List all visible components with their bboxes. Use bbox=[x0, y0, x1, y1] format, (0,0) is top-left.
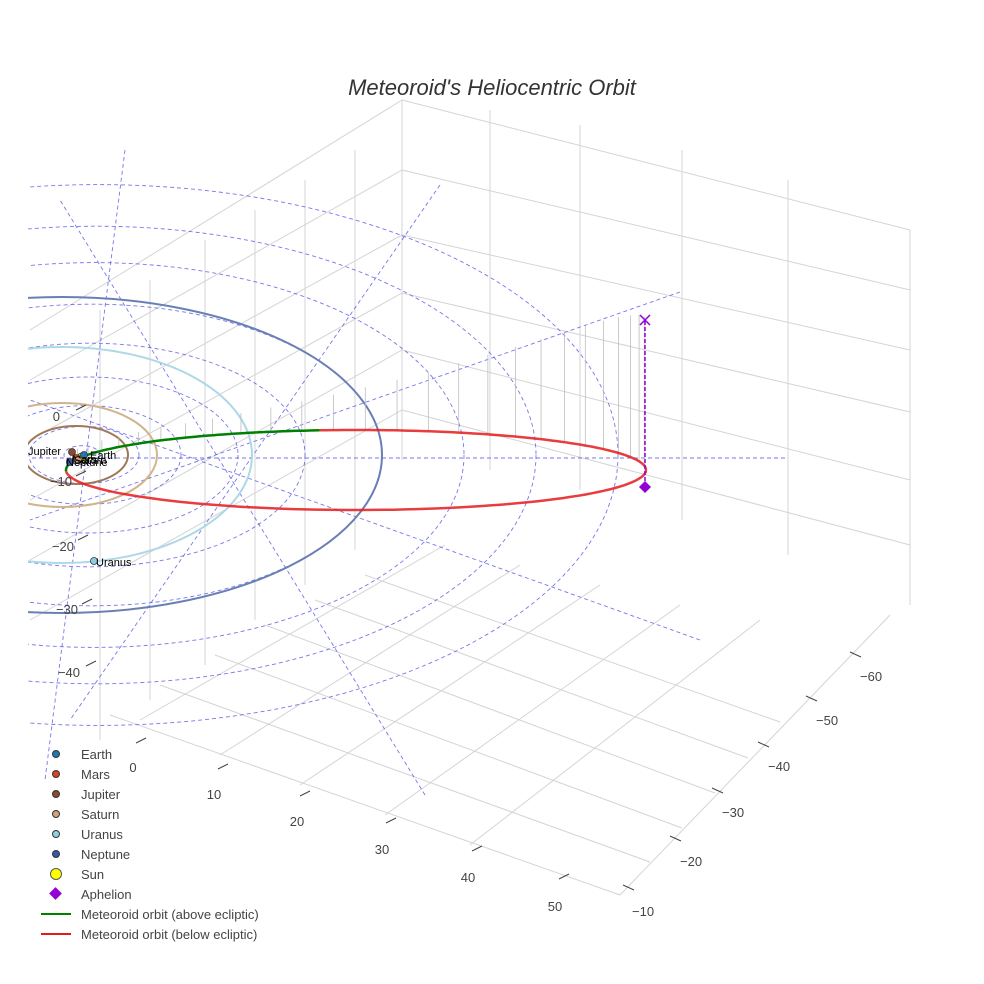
legend-label: Mars bbox=[81, 766, 110, 782]
meteoroid-orbit-below bbox=[319, 428, 648, 471]
legend-label: Neptune bbox=[81, 846, 131, 862]
guide-ring bbox=[28, 184, 619, 726]
legend-label: Aphelion bbox=[81, 886, 132, 902]
y-tick-label-mark bbox=[622, 884, 635, 891]
y-tick-label: −40 bbox=[768, 759, 790, 774]
z-tick-label: −30 bbox=[56, 602, 78, 617]
x-tick-label: 0 bbox=[129, 760, 136, 775]
y-tick-label: −50 bbox=[816, 713, 838, 728]
legend-swatch bbox=[40, 864, 72, 884]
aphelion-marker bbox=[639, 481, 651, 493]
y-tick-label: −10 bbox=[632, 904, 654, 919]
legend-label: Meteoroid orbit (below ecliptic) bbox=[81, 926, 258, 942]
legend-label: Sun bbox=[81, 866, 105, 882]
z-tick-label: 0 bbox=[53, 409, 60, 424]
y-tick-label: −30 bbox=[722, 805, 744, 820]
guide-ring bbox=[28, 376, 239, 534]
aphelion-projection-marker bbox=[639, 314, 651, 326]
legend-label: Earth bbox=[81, 746, 113, 762]
y-tick-label-mark bbox=[849, 651, 862, 658]
z-tick-label-mark bbox=[75, 470, 87, 477]
legend-item[interactable]: Earth bbox=[40, 744, 259, 764]
neptune-marker bbox=[66, 458, 74, 466]
saturn-label: Saturn bbox=[74, 455, 106, 467]
uranus-orbit bbox=[28, 346, 253, 564]
z-tick-label-mark bbox=[81, 598, 93, 605]
legend-item[interactable]: Meteoroid orbit (below ecliptic) bbox=[40, 924, 259, 944]
z-tick-label-mark bbox=[85, 660, 97, 667]
x-tick-label-mark bbox=[217, 763, 229, 770]
legend-swatch bbox=[40, 884, 72, 904]
legend-swatch bbox=[40, 744, 72, 764]
legend-swatch bbox=[40, 824, 72, 844]
legend-swatch bbox=[40, 924, 72, 944]
meteoroid-orbit-below-return bbox=[64, 469, 648, 512]
z-tick-label: −40 bbox=[58, 665, 80, 680]
x-tick-label: 20 bbox=[290, 814, 304, 829]
z-tick-label: −20 bbox=[52, 539, 74, 554]
guide-ring bbox=[28, 405, 182, 505]
y-tick-label-mark bbox=[669, 835, 682, 842]
legend-item[interactable]: Neptune bbox=[40, 844, 259, 864]
legend-item[interactable]: Saturn bbox=[40, 804, 259, 824]
earth-marker bbox=[80, 451, 88, 459]
y-tick-label: −20 bbox=[680, 854, 702, 869]
x-tick-label-mark bbox=[385, 817, 397, 824]
legend-label: Uranus bbox=[81, 826, 123, 842]
guide-line bbox=[29, 291, 681, 521]
saturn-marker bbox=[74, 456, 82, 464]
neptune-label: Neptune bbox=[66, 457, 108, 469]
z-tick-label: −10 bbox=[50, 474, 72, 489]
chart-title: Meteoroid's Heliocentric Orbit bbox=[348, 75, 637, 100]
y-tick-label-mark bbox=[711, 787, 724, 794]
legend-swatch bbox=[40, 764, 72, 784]
legend-label: Meteoroid orbit (above ecliptic) bbox=[81, 906, 259, 922]
saturn-orbit bbox=[28, 402, 158, 508]
y-tick-label: −60 bbox=[860, 669, 882, 684]
x-tick-label-mark bbox=[299, 790, 311, 797]
y-tick-label-mark bbox=[805, 695, 818, 702]
legend-swatch bbox=[40, 844, 72, 864]
x-tick-label: 40 bbox=[461, 870, 475, 885]
x-tick-label-mark bbox=[558, 873, 570, 880]
jupiter-orbit bbox=[28, 425, 129, 485]
legend-label: Saturn bbox=[81, 806, 120, 822]
legend-item[interactable]: Aphelion bbox=[40, 884, 259, 904]
x-tick-label: 10 bbox=[207, 787, 221, 802]
legend-item[interactable]: Meteoroid orbit (above ecliptic) bbox=[40, 904, 259, 924]
x-tick-label: 50 bbox=[548, 899, 562, 914]
guide-ring bbox=[28, 225, 537, 685]
legend-swatch bbox=[40, 784, 72, 804]
chart-legend: Earth Mars Jupiter Saturn Uranus Neptune Sun Ap… bbox=[40, 744, 259, 944]
legend-item[interactable]: Jupiter bbox=[40, 784, 259, 804]
legend-label: Jupiter bbox=[81, 786, 121, 802]
guide-ring bbox=[28, 342, 306, 568]
x-tick-label: 30 bbox=[375, 842, 389, 857]
guide-line bbox=[29, 399, 701, 641]
legend-item[interactable]: Sun bbox=[40, 864, 259, 884]
neptune-orbit bbox=[28, 296, 383, 614]
uranus-label: Uranus bbox=[96, 557, 132, 569]
legend-item[interactable]: Uranus bbox=[40, 824, 259, 844]
guide-ring bbox=[28, 425, 140, 485]
guide-ring bbox=[63, 445, 101, 465]
guide-ring bbox=[28, 262, 465, 648]
x-tick-label-mark bbox=[471, 845, 483, 852]
guide-line bbox=[69, 184, 441, 721]
z-tick-label-mark bbox=[77, 534, 89, 541]
jupiter-label: Jupiter bbox=[28, 446, 61, 458]
uranus-marker bbox=[90, 557, 98, 565]
axis-box-grid bbox=[29, 99, 911, 896]
earth-label: Earth bbox=[90, 450, 116, 462]
z-tick-label-mark bbox=[75, 404, 87, 411]
legend-item[interactable]: Mars bbox=[40, 764, 259, 784]
y-tick-label-mark bbox=[757, 741, 770, 748]
x-tick-label-mark bbox=[135, 737, 147, 744]
legend-swatch bbox=[40, 904, 72, 924]
jupiter-marker bbox=[68, 448, 76, 456]
guide-line bbox=[44, 149, 126, 781]
legend-swatch bbox=[40, 804, 72, 824]
